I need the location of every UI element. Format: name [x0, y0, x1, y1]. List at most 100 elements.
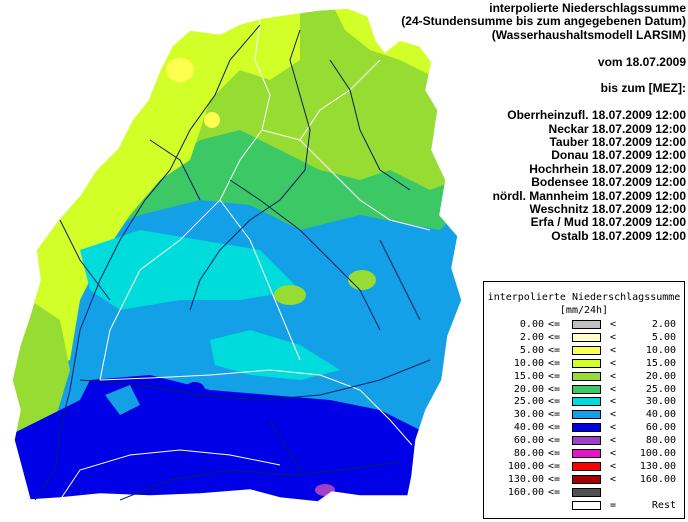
- legend-low-value: 0.00: [519, 319, 544, 330]
- legend-high-value: 10.00: [645, 344, 676, 356]
- legend-rest-label: Rest: [651, 499, 676, 511]
- legend-low-value: 20.00: [513, 383, 544, 395]
- legend-high-value: 25.00: [645, 383, 676, 395]
- legend-color-swatch: [572, 397, 601, 407]
- legend-lt-symbol: <: [610, 331, 617, 343]
- legend-color-swatch: [572, 371, 601, 381]
- legend-lt-symbol: <: [610, 448, 617, 459]
- legend-eq-symbol: =: [610, 499, 617, 511]
- title-line-3: (Wasserhaushaltsmodell LARSIM): [491, 27, 686, 42]
- legend-low-value: 40.00: [513, 422, 544, 434]
- legend-low-value: 15.00: [513, 370, 544, 382]
- legend-low-value: 25.00: [513, 396, 544, 408]
- legend-color-swatch: [572, 332, 601, 342]
- title-line-1: interpolierte Niederschlagssumme: [489, 1, 686, 15]
- map-header: interpolierte Niederschlagssumme (24-Stu…: [401, 1, 686, 243]
- catchment-line: Oberrheinzufl. 18.07.2009 12:00: [507, 108, 686, 123]
- legend-unit: [mm/24h]: [559, 305, 609, 316]
- legend-low-value: 60.00: [513, 435, 544, 447]
- until-line: bis zum [MEZ]:: [600, 81, 686, 96]
- legend-lt-symbol: <: [610, 370, 617, 382]
- legend-high-value: 60.00: [645, 422, 676, 434]
- legend-high-value: 5.00: [651, 331, 676, 343]
- legend-lt-symbol: <: [610, 319, 617, 330]
- catchment-line: Donau 18.07.2009 12:00: [551, 148, 686, 163]
- legend-class-row: 10.00 <= <15.00: [484, 357, 684, 370]
- legend-low-value: 5.00: [519, 344, 544, 356]
- legend-ge-symbol: <=: [548, 422, 561, 434]
- legend-ge-symbol: <=: [548, 409, 561, 421]
- legend-lt-symbol: <: [610, 396, 617, 408]
- legend-ge-symbol: <=: [548, 448, 561, 459]
- legend-ge-symbol: <=: [548, 344, 561, 356]
- legend-high-value: 130.00: [639, 460, 676, 472]
- legend-color-swatch: [572, 461, 601, 471]
- legend-low-value: 80.00: [513, 448, 544, 459]
- catchment-line: nördl. Mannheim 18.07.2009 12:00: [492, 188, 686, 203]
- legend-class-row: 160.00 <=: [484, 486, 684, 499]
- legend-high-value: 20.00: [645, 370, 676, 382]
- legend-lt-symbol: <: [610, 344, 617, 356]
- legend-color-swatch: [572, 320, 601, 329]
- legend-ge-symbol: <=: [548, 383, 561, 395]
- legend-low-value: 130.00: [507, 473, 544, 485]
- legend-class-row: 5.00 <= <10.00: [484, 344, 684, 357]
- date-line: vom 18.07.2009: [597, 54, 686, 69]
- legend-color-swatch: [572, 423, 601, 433]
- legend-color-swatch: [572, 487, 601, 497]
- legend-color-swatch: [572, 345, 601, 355]
- legend-lt-symbol: <: [610, 409, 617, 421]
- legend-color-swatch: [572, 436, 601, 446]
- legend-lt-symbol: <: [610, 422, 617, 434]
- legend-high-value: 80.00: [645, 435, 676, 447]
- legend-high-value: 100.00: [639, 448, 676, 459]
- legend-high-value: 30.00: [645, 396, 676, 408]
- legend-color-swatch: [572, 410, 601, 420]
- legend-class-row: 40.00 <= <60.00: [484, 421, 684, 434]
- legend-color-swatch: [572, 384, 601, 394]
- legend-high-value: 2.00: [651, 319, 676, 330]
- legend-class-row: 15.00 <= <20.00: [484, 370, 684, 383]
- legend-high-value: 40.00: [645, 409, 676, 421]
- legend-lt-symbol: <: [610, 460, 617, 472]
- legend-ge-symbol: <=: [548, 331, 561, 343]
- catchment-line: Hochrhein 18.07.2009 12:00: [529, 161, 686, 176]
- legend-ge-symbol: <=: [548, 473, 561, 485]
- legend-ge-symbol: <=: [548, 319, 561, 330]
- legend-color-swatch: [572, 358, 601, 368]
- catchment-line: Neckar 18.07.2009 12:00: [548, 121, 686, 136]
- legend-ge-symbol: <=: [548, 435, 561, 447]
- legend-lt-symbol: <: [610, 473, 617, 485]
- legend-ge-symbol: <=: [548, 357, 561, 369]
- legend-class-row: 30.00 <= <40.00: [484, 408, 684, 421]
- legend-ge-symbol: <=: [548, 370, 561, 382]
- legend-color-swatch: [572, 449, 601, 458]
- catchment-line: Weschnitz 18.07.2009 12:00: [529, 202, 686, 217]
- legend-class-row: 130.00 <= <160.00: [484, 473, 684, 486]
- legend-title: interpolierte Niederschlagssumme: [487, 292, 681, 303]
- legend: interpolierte Niederschlagssumme [mm/24h…: [483, 281, 685, 519]
- catchment-line: Tauber 18.07.2009 12:00: [549, 135, 686, 150]
- legend-low-value: 10.00: [513, 357, 544, 369]
- legend-color-swatch: [572, 500, 601, 510]
- legend-class-row: 25.00 <= <30.00: [484, 395, 684, 408]
- legend-low-value: 100.00: [507, 460, 544, 472]
- legend-color-swatch: [572, 474, 601, 484]
- legend-lt-symbol: <: [610, 357, 617, 369]
- legend-ge-symbol: <=: [548, 396, 561, 408]
- rivers: [34, 24, 431, 501]
- legend-class-row: 2.00 <= <5.00: [484, 331, 684, 344]
- legend-low-value: 2.00: [519, 331, 544, 343]
- legend-high-value: 160.00: [639, 473, 676, 485]
- legend-low-value: 160.00: [507, 486, 544, 498]
- legend-class-row: 0.00 <= <2.00: [484, 318, 684, 331]
- catchment-line: Bodensee 18.07.2009 12:00: [531, 175, 686, 190]
- legend-class-row: 80.00 <= <100.00: [484, 447, 684, 460]
- legend-low-value: 30.00: [513, 409, 544, 421]
- catchment-line: Ostalb 18.07.2009 12:00: [551, 228, 686, 243]
- legend-ge-symbol: <=: [548, 460, 561, 472]
- legend-high-value: 15.00: [645, 357, 676, 369]
- legend-ge-symbol: <=: [548, 486, 561, 498]
- catchment-line: Erfa / Mud 18.07.2009 12:00: [530, 215, 686, 230]
